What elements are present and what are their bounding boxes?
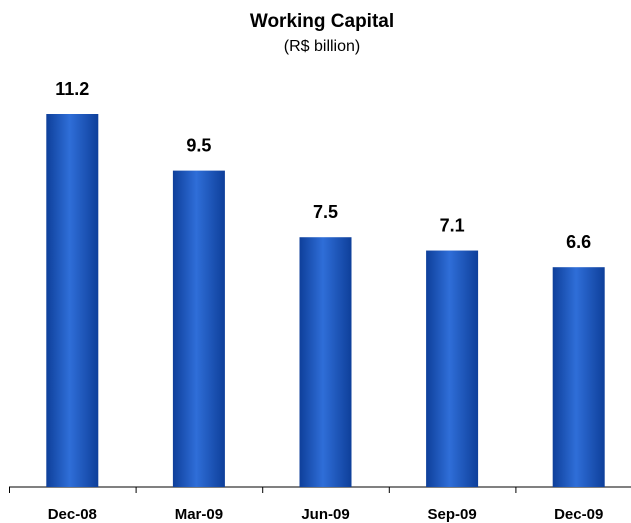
bar	[46, 114, 99, 487]
value-label: 6.6	[566, 232, 591, 252]
chart-title: Working Capital	[250, 11, 394, 32]
value-label: 7.5	[313, 202, 338, 222]
bar	[426, 250, 479, 487]
x-tick-label: Dec-08	[48, 506, 97, 523]
x-tick-label: Mar-09	[175, 506, 223, 523]
x-tick-label: Dec-09	[554, 506, 603, 523]
chart-subtitle: (R$ billion)	[284, 38, 360, 55]
value-label: 11.2	[55, 79, 89, 99]
bar	[172, 170, 225, 487]
x-tick-label: Jun-09	[301, 506, 349, 523]
value-label: 7.1	[440, 215, 465, 235]
value-label: 9.5	[186, 135, 211, 155]
bar	[299, 237, 352, 487]
x-tick-label: Sep-09	[427, 506, 476, 523]
bar	[552, 267, 605, 487]
